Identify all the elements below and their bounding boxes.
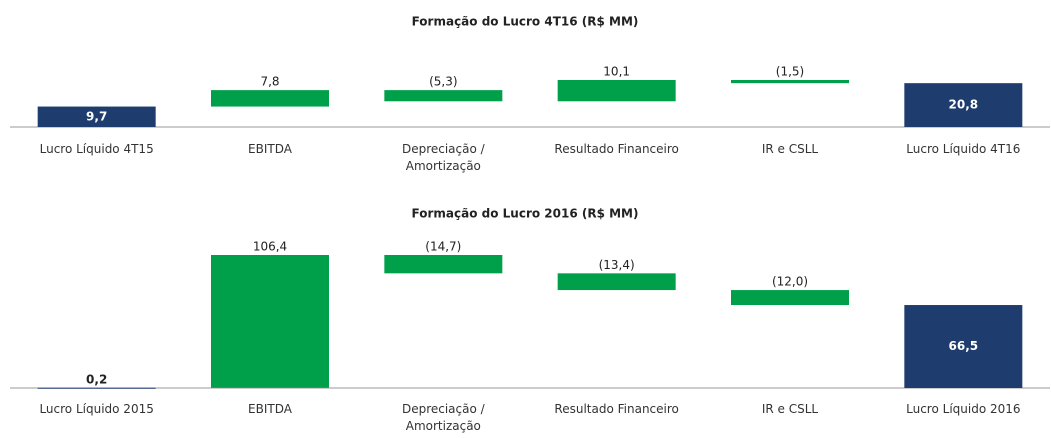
value-label: (5,3)	[429, 75, 457, 89]
bar	[37, 106, 156, 127]
bar	[211, 90, 329, 107]
category-label: IR e CSLL	[761, 402, 819, 416]
bar	[384, 255, 503, 274]
category-label: Lucro Líquido 2016	[906, 402, 1021, 416]
value-label: 9,7	[86, 109, 107, 123]
bar	[904, 83, 1023, 127]
value-label: (12,0)	[772, 275, 808, 289]
chart-title: Formação do Lucro 4T16 (R$ MM)	[412, 15, 639, 29]
value-label: (14,7)	[425, 240, 461, 254]
value-label: 66,5	[949, 339, 979, 353]
category-label: Lucro Líquido 2015	[39, 402, 154, 416]
value-label: 0,2	[86, 372, 107, 386]
category-label: EBITDA	[248, 402, 292, 416]
value-label: (1,5)	[776, 65, 804, 79]
value-label: 106,4	[253, 240, 287, 254]
bar	[557, 80, 676, 102]
category-label: Resultado Financeiro	[554, 402, 679, 416]
category-label: Resultado Financeiro	[554, 142, 679, 156]
category-label: IR e CSLL	[761, 142, 819, 156]
category-label: Lucro Líquido 4T15	[39, 142, 154, 156]
bar	[557, 273, 676, 291]
chart-title: Formação do Lucro 2016 (R$ MM)	[412, 207, 639, 221]
value-label: 7,8	[260, 75, 279, 89]
bar	[904, 305, 1023, 388]
category-label: Depreciação / Amortização	[401, 402, 485, 433]
bar	[731, 290, 849, 306]
bar	[731, 80, 849, 84]
category-label: Depreciação / Amortização	[401, 142, 485, 173]
bar	[384, 90, 503, 102]
value-label: 20,8	[949, 98, 979, 112]
bar	[37, 387, 156, 389]
category-label: Lucro Líquido 4T16	[906, 142, 1021, 156]
value-label: (13,4)	[599, 258, 635, 272]
bar	[211, 255, 329, 388]
value-label: 10,1	[603, 65, 630, 79]
category-label: EBITDA	[248, 142, 292, 156]
